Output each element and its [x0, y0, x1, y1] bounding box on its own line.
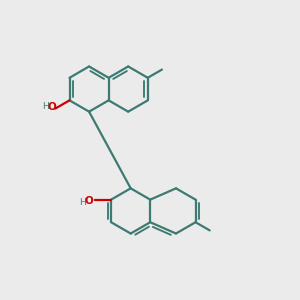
Text: O: O [47, 102, 56, 112]
Text: H: H [80, 197, 86, 206]
Text: H: H [43, 102, 49, 111]
Text: O: O [85, 196, 93, 206]
